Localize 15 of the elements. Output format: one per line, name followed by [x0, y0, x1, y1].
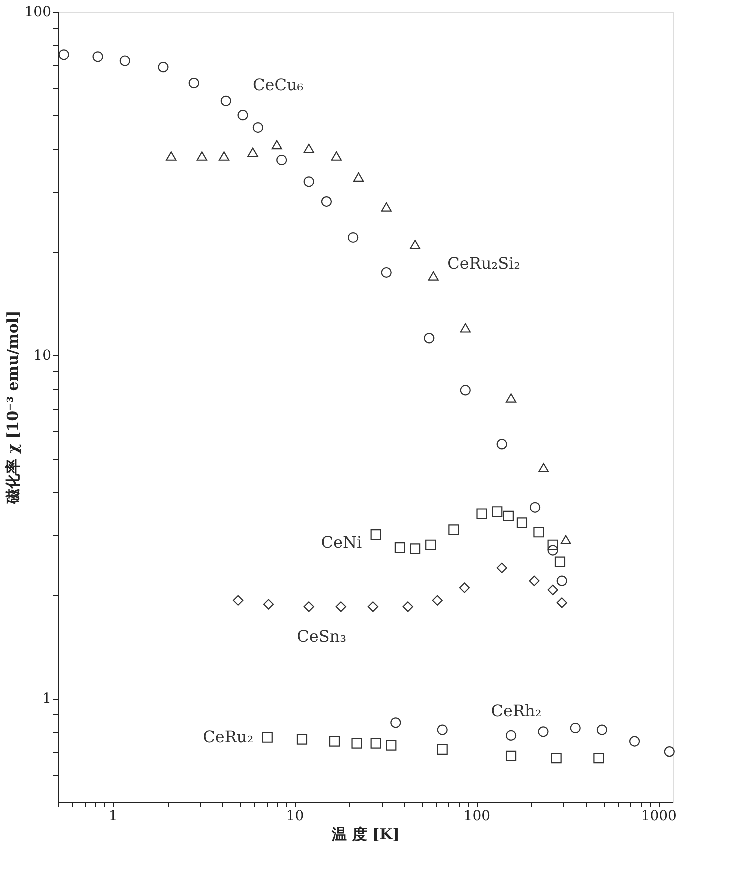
x-axis-title: 温 度 [K] — [331, 826, 400, 844]
y-axis-title: 磁化率 χ [10⁻³ emu/mol] — [4, 310, 22, 506]
series-label: CeRu₂ — [203, 728, 254, 747]
y-tick-label: 1 — [42, 691, 52, 708]
y-tick-label: 100 — [24, 4, 52, 20]
series-label: CeSn₃ — [297, 626, 347, 646]
x-tick-label: 1000 — [641, 808, 677, 824]
y-tick-label: 10 — [34, 348, 52, 364]
series-label: CeRh₂ — [491, 702, 542, 721]
x-tick-label: 1 — [108, 808, 118, 824]
x-tick-label: 100 — [464, 808, 491, 824]
series-label: CeNi — [321, 532, 362, 552]
series-label: CeCu₆ — [253, 75, 304, 94]
x-tick-label: 10 — [286, 808, 304, 824]
series-label: CeRu₂Si₂ — [448, 254, 521, 274]
